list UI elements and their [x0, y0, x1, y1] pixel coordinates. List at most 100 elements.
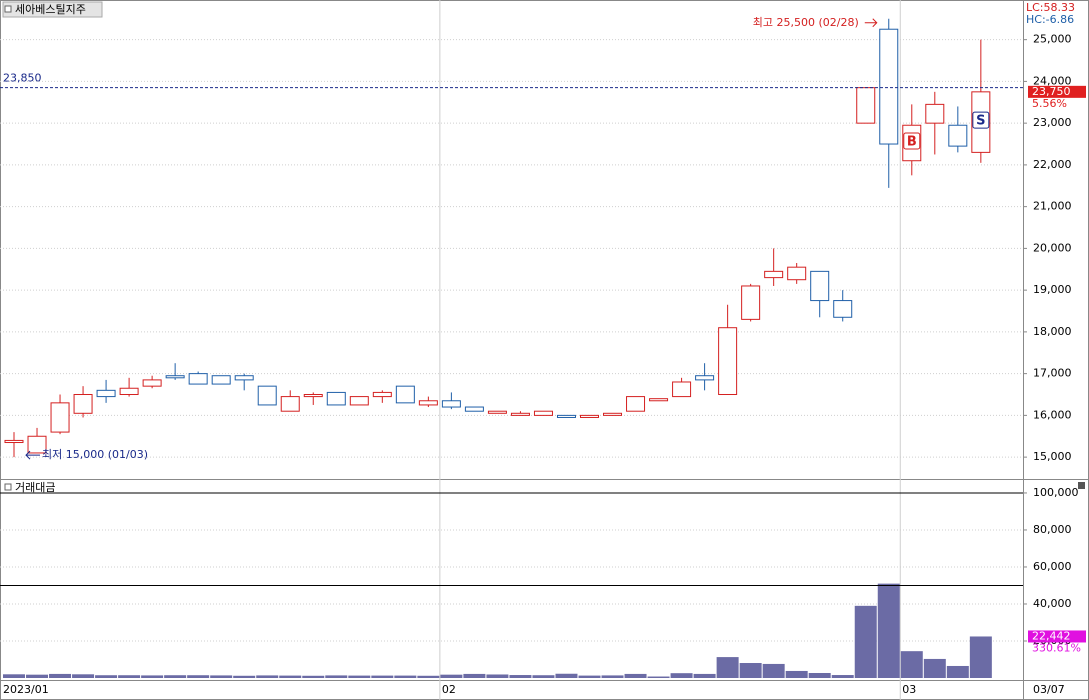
volume-bar [325, 675, 348, 678]
volume-bar [762, 663, 785, 678]
volume-bar [463, 673, 486, 678]
candle-body [303, 394, 323, 398]
volume-bar [877, 583, 900, 678]
candle-body [925, 103, 945, 124]
last-value-label: 23,750 [1032, 85, 1071, 98]
candle-body [165, 375, 185, 379]
volume-bar [831, 675, 854, 678]
x-tick-label: 03 [902, 683, 916, 696]
candle-body [349, 396, 369, 406]
pane-icon [4, 5, 12, 13]
volume-bar [371, 675, 394, 678]
buy-marker [972, 111, 990, 129]
pane-title: 거래대금 [15, 481, 55, 494]
y-tick-label: 24,000 [1033, 74, 1072, 87]
volume-bar [302, 675, 325, 678]
x-tick-label: 03/07 [1033, 683, 1065, 696]
volume-bar [3, 674, 25, 678]
y-tick-label: 40,000 [1033, 597, 1072, 610]
y-tick-label: 15,000 [1033, 450, 1072, 463]
candle-body [142, 379, 162, 387]
candle-body [73, 394, 93, 414]
pane-title: 세아베스틸지주 [15, 3, 86, 16]
volume-bar [532, 675, 555, 678]
volume-bar [72, 674, 95, 678]
y-tick-label: 25,000 [1033, 33, 1072, 46]
volume-bar [716, 657, 739, 678]
y-tick-label: 21,000 [1033, 200, 1072, 213]
volume-bar [509, 675, 532, 678]
candle-body [695, 375, 715, 381]
candle-body [833, 300, 853, 318]
candle-body [4, 439, 24, 444]
indicator: LC:58.33 [1026, 1, 1075, 14]
volume-bar [670, 673, 693, 678]
candle-body [649, 398, 669, 402]
volume-bar [624, 673, 647, 678]
candle-body [211, 375, 231, 385]
buy-marker [903, 132, 921, 150]
volume-bar [49, 673, 72, 678]
y-tick-label: 23,000 [1033, 116, 1072, 129]
candle-body [856, 87, 876, 124]
pane-header [2, 1, 103, 18]
candle-body [879, 28, 899, 145]
y-tick-label: 18,000 [1033, 325, 1072, 338]
candle-body [810, 270, 830, 302]
volume-bar [256, 675, 279, 678]
candle-body [280, 396, 300, 412]
candle-body [948, 124, 968, 147]
reference-label: 23,850 [3, 72, 42, 85]
volume-bar [854, 605, 877, 678]
volume-bar [601, 675, 624, 678]
volume-bar [900, 651, 923, 678]
volume-bar [118, 675, 141, 678]
y-tick-label: 20,000 [1033, 241, 1072, 254]
candle-body [626, 396, 646, 412]
volume-bar [26, 674, 49, 678]
candle-body [718, 327, 738, 396]
marker-label: B [907, 134, 917, 149]
x-tick-label: 02 [442, 683, 456, 696]
y-tick-label: 100,000 [1033, 486, 1079, 499]
volume-bar [164, 675, 187, 678]
volume-bar [739, 663, 762, 678]
candle-body [556, 414, 576, 418]
candle-body [510, 412, 530, 416]
x-tick-label: 2023/01 [3, 683, 49, 696]
pane-button[interactable] [1078, 482, 1085, 489]
volume-bar [440, 674, 463, 678]
indicator: HC:-6.86 [1026, 13, 1074, 26]
volume-bar [555, 673, 578, 678]
volume-bar [693, 673, 716, 678]
candle-body [464, 406, 484, 412]
volume-bar [785, 670, 808, 678]
volume-bar [141, 675, 164, 678]
candle-body [326, 391, 346, 406]
candle-body [27, 435, 47, 454]
volume-bar [187, 675, 210, 678]
y-tick-label: 19,000 [1033, 283, 1072, 296]
y-tick-label: 60,000 [1033, 560, 1072, 573]
volume-bar [946, 665, 969, 678]
change-label: 5.56% [1032, 97, 1067, 110]
candle-body [672, 381, 692, 398]
volume-bar [233, 675, 256, 678]
candle-body [418, 400, 438, 406]
pane-icon [4, 483, 12, 491]
volume-bar [647, 676, 670, 678]
change-label: 330.61% [1032, 641, 1081, 654]
last-value-box [1028, 630, 1086, 643]
volume-bar [210, 675, 233, 678]
candle-body [487, 410, 507, 414]
volume-bar [95, 675, 118, 678]
candle-body [441, 400, 461, 408]
volume-bar [417, 675, 440, 678]
marker-label: S [976, 114, 985, 129]
annotation-arrow [25, 450, 40, 460]
candle-body [372, 391, 392, 398]
candle-body [257, 385, 277, 406]
volume-bar [808, 673, 831, 678]
candle-body [50, 402, 70, 433]
